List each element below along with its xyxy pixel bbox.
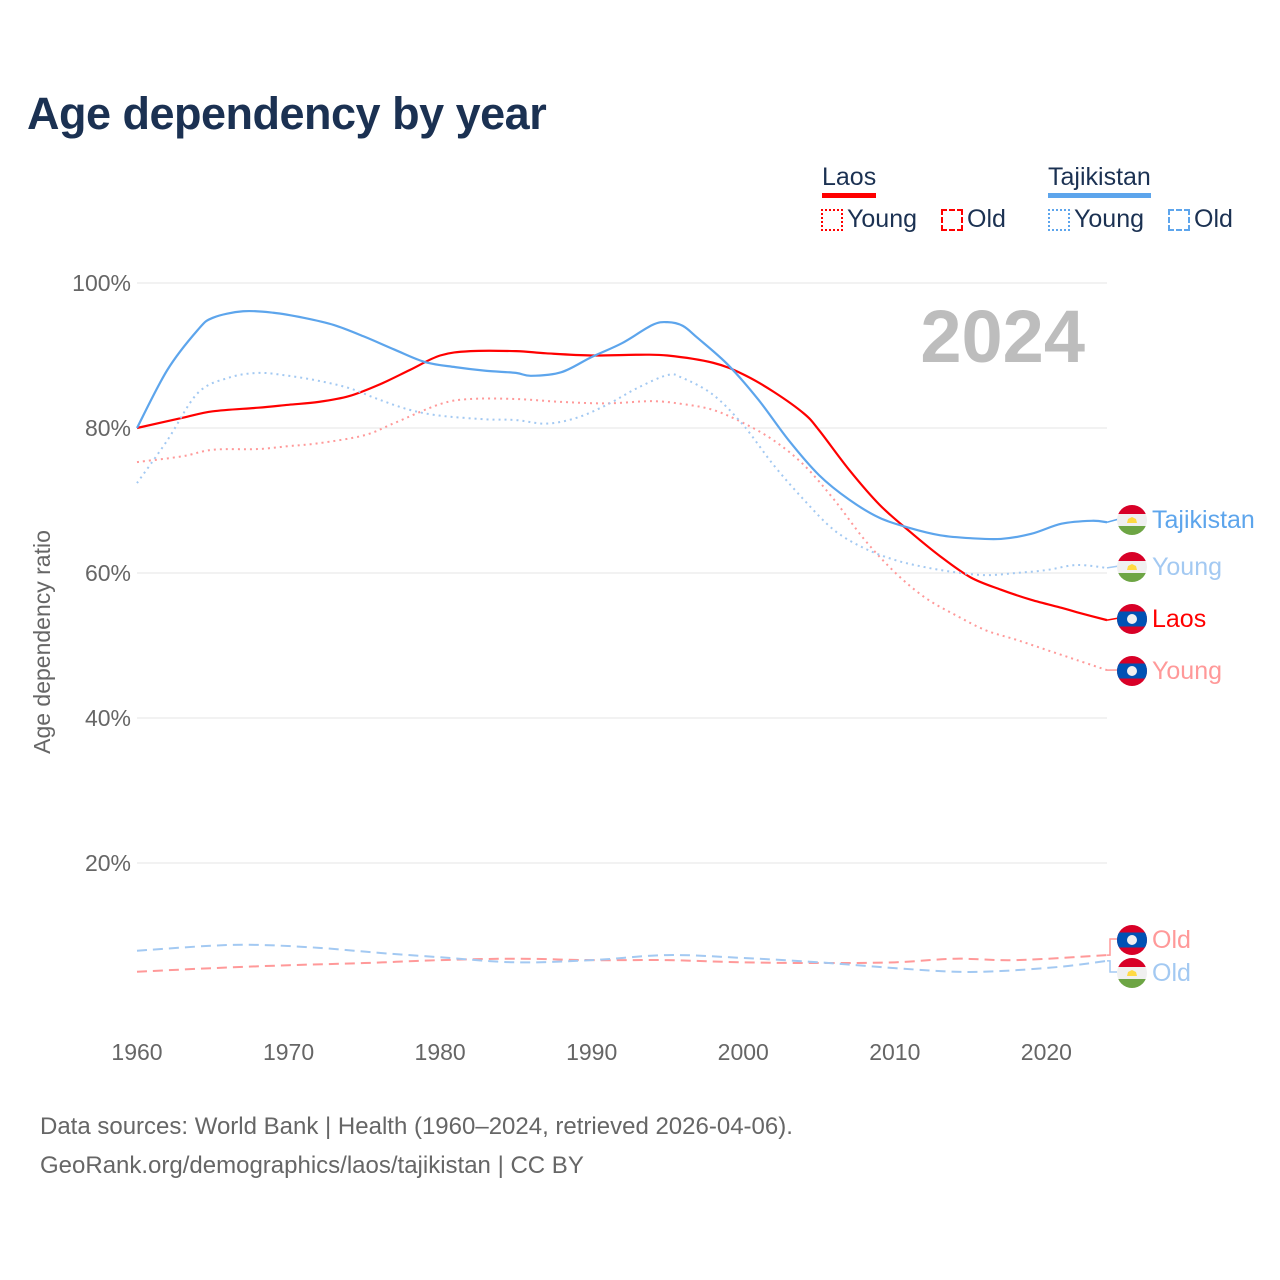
end-label-laos-old: Old (1107, 925, 1191, 956)
series-line-tajikistan-young (136, 371, 1108, 577)
tajikistan-flag-icon (1117, 958, 1147, 988)
legend-tajikistan-old[interactable]: Old (1168, 205, 1233, 234)
x-tick-label: 1960 (111, 1039, 162, 1065)
series-line-laos-young (136, 397, 1108, 672)
footer-link[interactable]: GeoRank.org/demographics/laos/tajikistan… (40, 1152, 584, 1179)
end-label-tajikistan: Tajikistan (1106, 505, 1255, 535)
y-tick-label: 100% (72, 270, 131, 296)
series-line-tajikistan-old (136, 943, 1108, 973)
tajikistan-flag-icon (1117, 552, 1147, 582)
end-label-text: Young (1152, 553, 1222, 581)
series-line-laos (136, 349, 1108, 622)
legend-label: Old (967, 205, 1006, 233)
chart-title: Age dependency by year (27, 88, 547, 139)
laos-flag-icon (1117, 656, 1147, 686)
y-tick-label: 20% (85, 850, 131, 876)
series-line-tajikistan (136, 309, 1108, 541)
label-connector (1107, 938, 1117, 956)
label-connector (1106, 518, 1120, 523)
dashed-swatch-icon (941, 208, 963, 231)
legend-label: Young (847, 205, 917, 233)
tajikistan-flag-icon (1117, 505, 1147, 535)
label-connector (1106, 565, 1120, 569)
end-label-text: Old (1152, 926, 1191, 954)
x-tick-label: 2000 (718, 1039, 769, 1065)
label-connector (1106, 617, 1120, 621)
y-axis-label: Age dependency ratio (29, 530, 55, 754)
end-label-laos-young: Young (1106, 656, 1222, 686)
footer: Data sources: World Bank | Health (1960–… (40, 1107, 793, 1185)
dashed-swatch-icon (1168, 208, 1190, 231)
legend-label: Young (1074, 205, 1144, 233)
laos-flag-icon (1117, 925, 1147, 955)
legend-laos-old[interactable]: Old (941, 205, 1006, 234)
end-label-text: Young (1152, 657, 1222, 685)
x-tick-label: 2010 (869, 1039, 920, 1065)
end-label-text: Tajikistan (1152, 506, 1255, 534)
legend-laos-swatch (822, 193, 877, 198)
y-tick-label: 60% (85, 560, 131, 586)
y-tick-label: 80% (85, 415, 131, 441)
footer-sources: Data sources: World Bank | Health (1960–… (40, 1113, 793, 1140)
series-line-laos-old (136, 954, 1108, 973)
x-tick-label: 1970 (263, 1039, 314, 1065)
legend-laos[interactable]: Laos (822, 163, 877, 198)
laos-flag-icon (1117, 604, 1147, 634)
year-watermark: 2024 (920, 295, 1085, 378)
legend-tajikistan[interactable]: Tajikistan (1048, 163, 1151, 198)
end-label-laos: Laos (1106, 604, 1206, 634)
end-label-text: Laos (1152, 605, 1206, 633)
y-tick-label: 40% (85, 705, 131, 731)
legend-laos-young[interactable]: Young (821, 205, 917, 234)
end-label-text: Old (1152, 959, 1191, 987)
x-tick-label: 1980 (415, 1039, 466, 1065)
legend-label: Old (1194, 205, 1233, 233)
legend-tajikistan-label: Tajikistan (1048, 163, 1151, 191)
dotted-swatch-icon (821, 208, 843, 231)
end-label-tajikistan-young: Young (1106, 552, 1222, 582)
legend-laos-label: Laos (822, 163, 877, 191)
end-label-tajikistan-old: Old (1107, 958, 1191, 988)
legend-tajikistan-young[interactable]: Young (1048, 205, 1144, 234)
x-tick-label: 1990 (566, 1039, 617, 1065)
dotted-swatch-icon (1048, 208, 1070, 231)
legend-tajikistan-swatch (1048, 193, 1151, 198)
x-tick-label: 2020 (1021, 1039, 1072, 1065)
label-connector (1107, 960, 1117, 973)
